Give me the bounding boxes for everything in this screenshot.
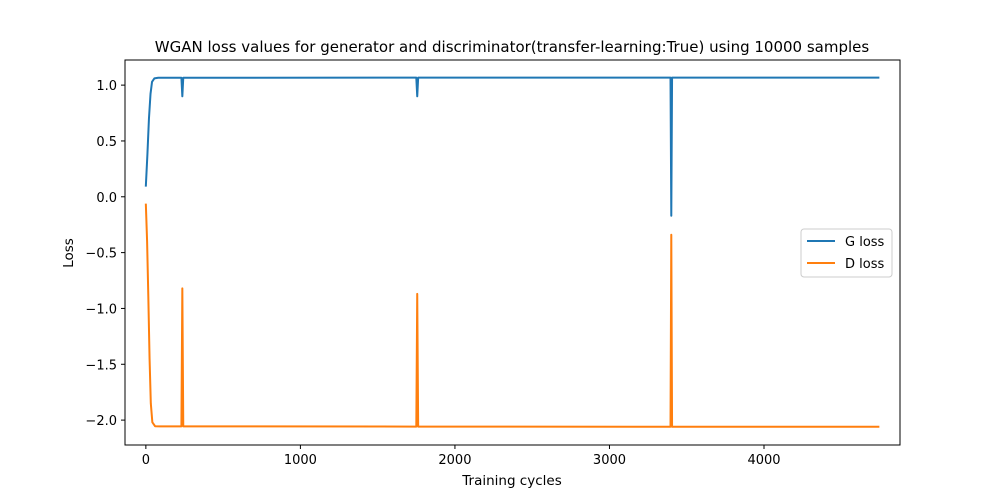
legend-label-g-loss: G loss [845, 235, 885, 250]
y-tick-label: 1.0 [96, 79, 117, 94]
x-tick-label: 4000 [747, 453, 780, 468]
x-tick-label: 1000 [284, 453, 317, 468]
y-tick-label: −1.0 [85, 302, 117, 317]
x-axis: 0 1000 2000 3000 4000 [142, 445, 781, 468]
series-line-g-loss [144, 76, 880, 217]
x-tick-label: 3000 [593, 453, 626, 468]
chart-title: WGAN loss values for generator and discr… [155, 38, 870, 56]
x-tick-label: 0 [142, 453, 150, 468]
series-line-d-loss [144, 203, 880, 428]
legend-label-d-loss: D loss [845, 257, 884, 272]
series-layer [144, 76, 880, 428]
legend: G loss D loss [800, 228, 893, 278]
y-tick-label: −1.5 [85, 358, 117, 373]
x-tick-label: 2000 [438, 453, 471, 468]
x-axis-label: Training cycles [461, 473, 561, 489]
y-axis-label: Loss [61, 238, 77, 268]
y-tick-label: −2.0 [85, 414, 117, 429]
y-tick-label: 0.5 [96, 135, 117, 150]
y-tick-label: 0.0 [96, 191, 117, 206]
y-axis: 1.0 0.5 0.0 −0.5 −1.0 −1.5 −2.0 [85, 79, 125, 429]
y-tick-label: −0.5 [85, 247, 117, 262]
